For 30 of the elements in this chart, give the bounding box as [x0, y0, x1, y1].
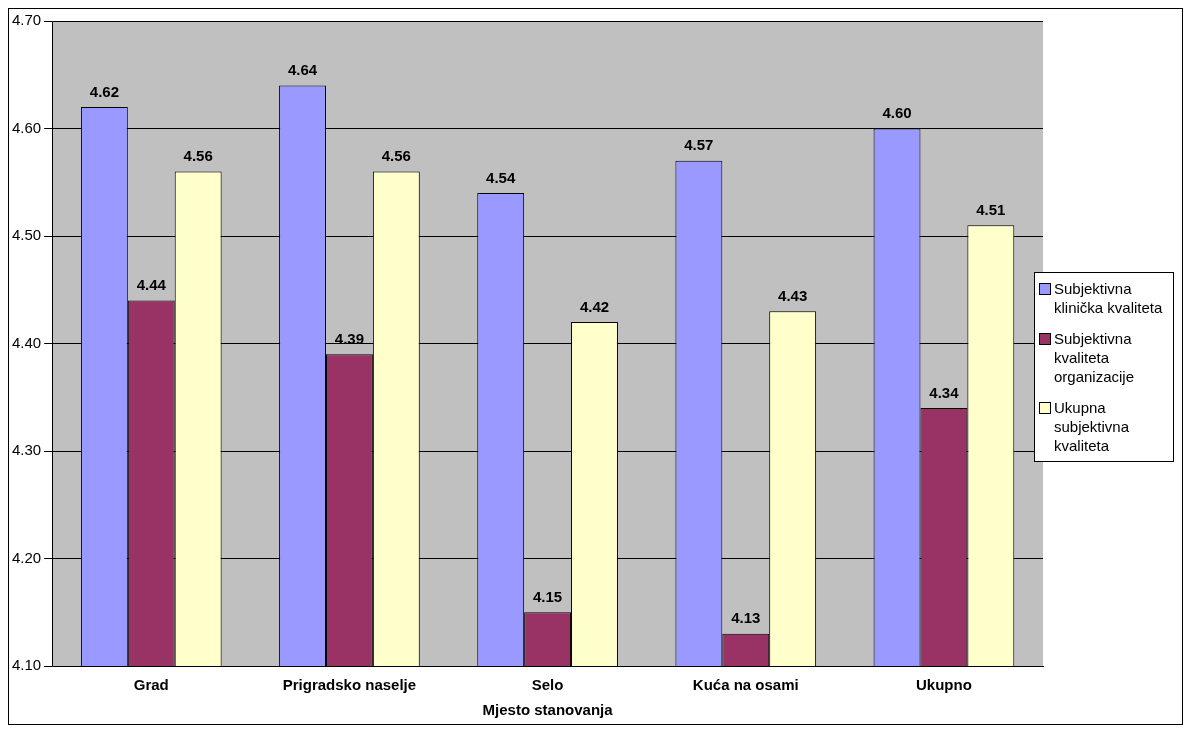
data-label: 4.57 — [684, 136, 714, 154]
data-label: 4.56 — [381, 147, 411, 165]
data-label: 4.44 — [136, 276, 167, 294]
data-label: 4.13 — [731, 609, 761, 627]
data-label: 4.64 — [287, 61, 318, 79]
y-tick-label: 4.50 — [11, 226, 42, 244]
y-tick-label: 4.10 — [11, 656, 42, 674]
x-tick-label: Selo — [531, 676, 564, 694]
data-label: 4.56 — [183, 147, 213, 165]
x-tick-label: Grad — [133, 676, 169, 694]
x-tick-label: Ukupno — [916, 676, 972, 694]
data-label: 4.62 — [89, 82, 119, 100]
data-label: 4.51 — [976, 200, 1006, 218]
y-tick-label: 4.40 — [11, 333, 42, 351]
y-tick-label: 4.60 — [11, 118, 42, 136]
data-label: 4.54 — [486, 168, 516, 186]
data-label: 4.42 — [579, 297, 610, 315]
data-label: 4.43 — [778, 286, 808, 304]
y-tick-label: 4.20 — [11, 548, 42, 566]
legend-label: Subjektivna klinička kvaliteta — [1054, 279, 1164, 317]
data-label: 4.60 — [882, 104, 912, 122]
y-tick-label: 4.30 — [11, 441, 42, 459]
legend-label: Subjektivna kvaliteta organizacije — [1054, 329, 1136, 386]
x-tick-label: Prigradsko naselje — [282, 676, 417, 694]
legend-label: Ukupna subjektivna kvaliteta — [1054, 398, 1131, 455]
data-label: 4.34 — [929, 383, 960, 401]
x-axis-title: Mjesto stanovanja — [482, 701, 614, 719]
x-tick-label: Kuća na osami — [692, 676, 799, 694]
y-tick-label: 4.70 — [11, 11, 42, 29]
data-label: 4.15 — [533, 587, 563, 605]
